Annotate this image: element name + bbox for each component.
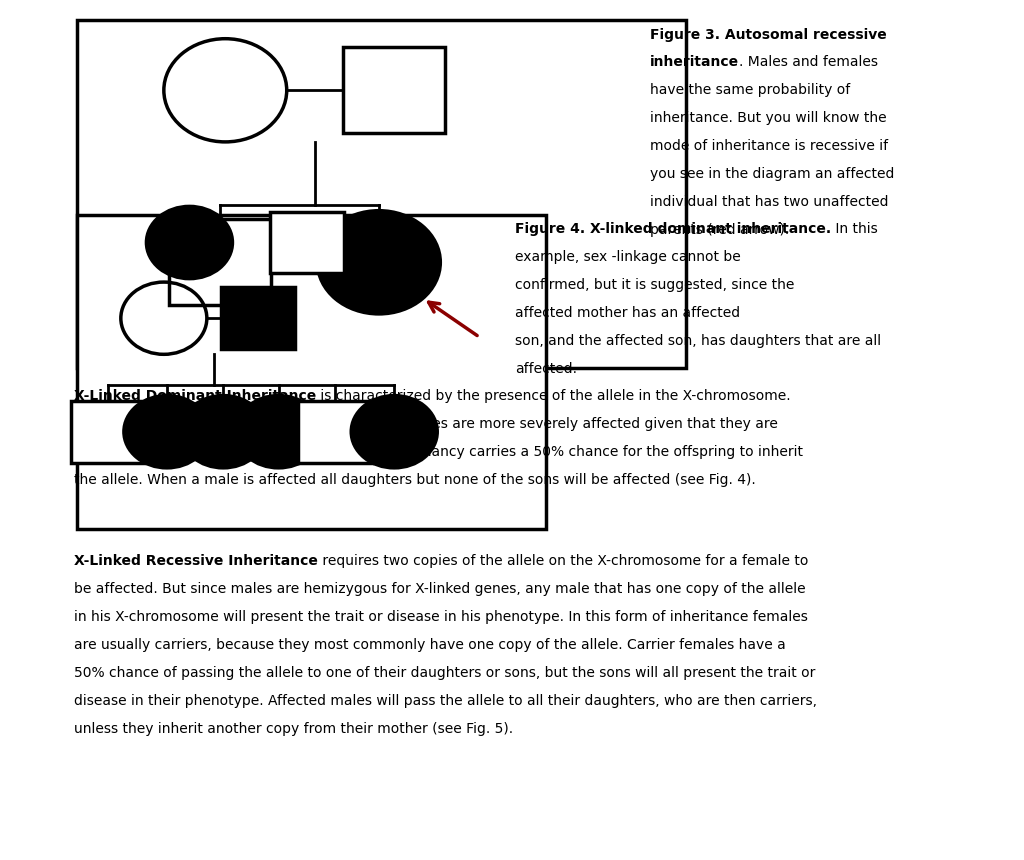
Text: confirmed, but it is suggested, since the: confirmed, but it is suggested, since th…	[515, 278, 795, 292]
Text: mode of inheritance is recessive if: mode of inheritance is recessive if	[650, 139, 889, 153]
Text: the allele. When a male is affected all daughters but none of the sons will be a: the allele. When a male is affected all …	[74, 472, 756, 487]
Text: 50% chance of passing the allele to one of their daughters or sons, but the sons: 50% chance of passing the allele to one …	[74, 666, 815, 679]
Bar	[298, 401, 372, 463]
Text: be affected. But since males are hemizygous for X-linked genes, any male that ha: be affected. But since males are hemizyg…	[74, 581, 805, 596]
Circle shape	[351, 396, 437, 468]
Text: example, sex -linkage cannot be: example, sex -linkage cannot be	[515, 249, 740, 264]
Text: requires two copies of the allele on the X-chromosome for a female to: requires two copies of the allele on the…	[317, 554, 808, 568]
Text: have the same probability of: have the same probability of	[650, 83, 851, 97]
Bar	[71, 401, 144, 463]
Text: Both males and females are affected, although males are more severely affected g: Both males and females are affected, alt…	[74, 416, 777, 431]
Text: son, and the affected son, has daughters that are all: son, and the affected son, has daughters…	[515, 334, 882, 347]
Circle shape	[124, 396, 210, 468]
Text: Figure 3. Autosomal recessive: Figure 3. Autosomal recessive	[650, 28, 887, 41]
Text: In this: In this	[831, 222, 878, 236]
Text: you see in the diagram an affected: you see in the diagram an affected	[650, 167, 895, 181]
Text: are usually carriers, because they most commonly have one copy of the allele. Ca: are usually carriers, because they most …	[74, 637, 785, 652]
Text: X-Linked Recessive Inheritance: X-Linked Recessive Inheritance	[74, 554, 317, 568]
Text: unless they inherit another copy from their mother (see Fig. 5).: unless they inherit another copy from th…	[74, 722, 513, 735]
Text: parents (red arrow).: parents (red arrow).	[650, 223, 790, 237]
Bar	[343, 47, 445, 133]
Text: disease in their phenotype. Affected males will pass the allele to all their dau: disease in their phenotype. Affected mal…	[74, 693, 817, 708]
Bar	[169, 219, 271, 305]
Text: inheritance: inheritance	[650, 55, 739, 70]
Text: affected.: affected.	[515, 361, 578, 376]
Text: inheritance. But you will know the: inheritance. But you will know the	[650, 112, 887, 126]
Text: individual that has two unaffected: individual that has two unaffected	[650, 195, 889, 209]
Text: . Males and females: . Males and females	[739, 55, 879, 70]
Circle shape	[317, 211, 440, 314]
Text: Figure 4. X-linked dominant inheritance.: Figure 4. X-linked dominant inheritance.	[515, 222, 831, 236]
Text: in his X-chromosome will present the trait or disease in his phenotype. In this : in his X-chromosome will present the tra…	[74, 610, 808, 624]
Circle shape	[236, 396, 322, 468]
Bar	[77, 20, 686, 368]
Bar	[77, 215, 546, 529]
Text: affected mother has an affected: affected mother has an affected	[515, 305, 740, 320]
Text: hemizygous. When a female is affected each pregnancy carries a 50% chance for th: hemizygous. When a female is affected ea…	[74, 445, 803, 458]
Bar	[270, 212, 344, 273]
Text: X-Linked Dominant Inheritance: X-Linked Dominant Inheritance	[74, 389, 316, 402]
Text: is characterized by the presence of the allele in the X-chromosome.: is characterized by the presence of the …	[316, 389, 791, 402]
Bar	[221, 287, 295, 349]
Circle shape	[180, 396, 266, 468]
Circle shape	[146, 206, 232, 279]
